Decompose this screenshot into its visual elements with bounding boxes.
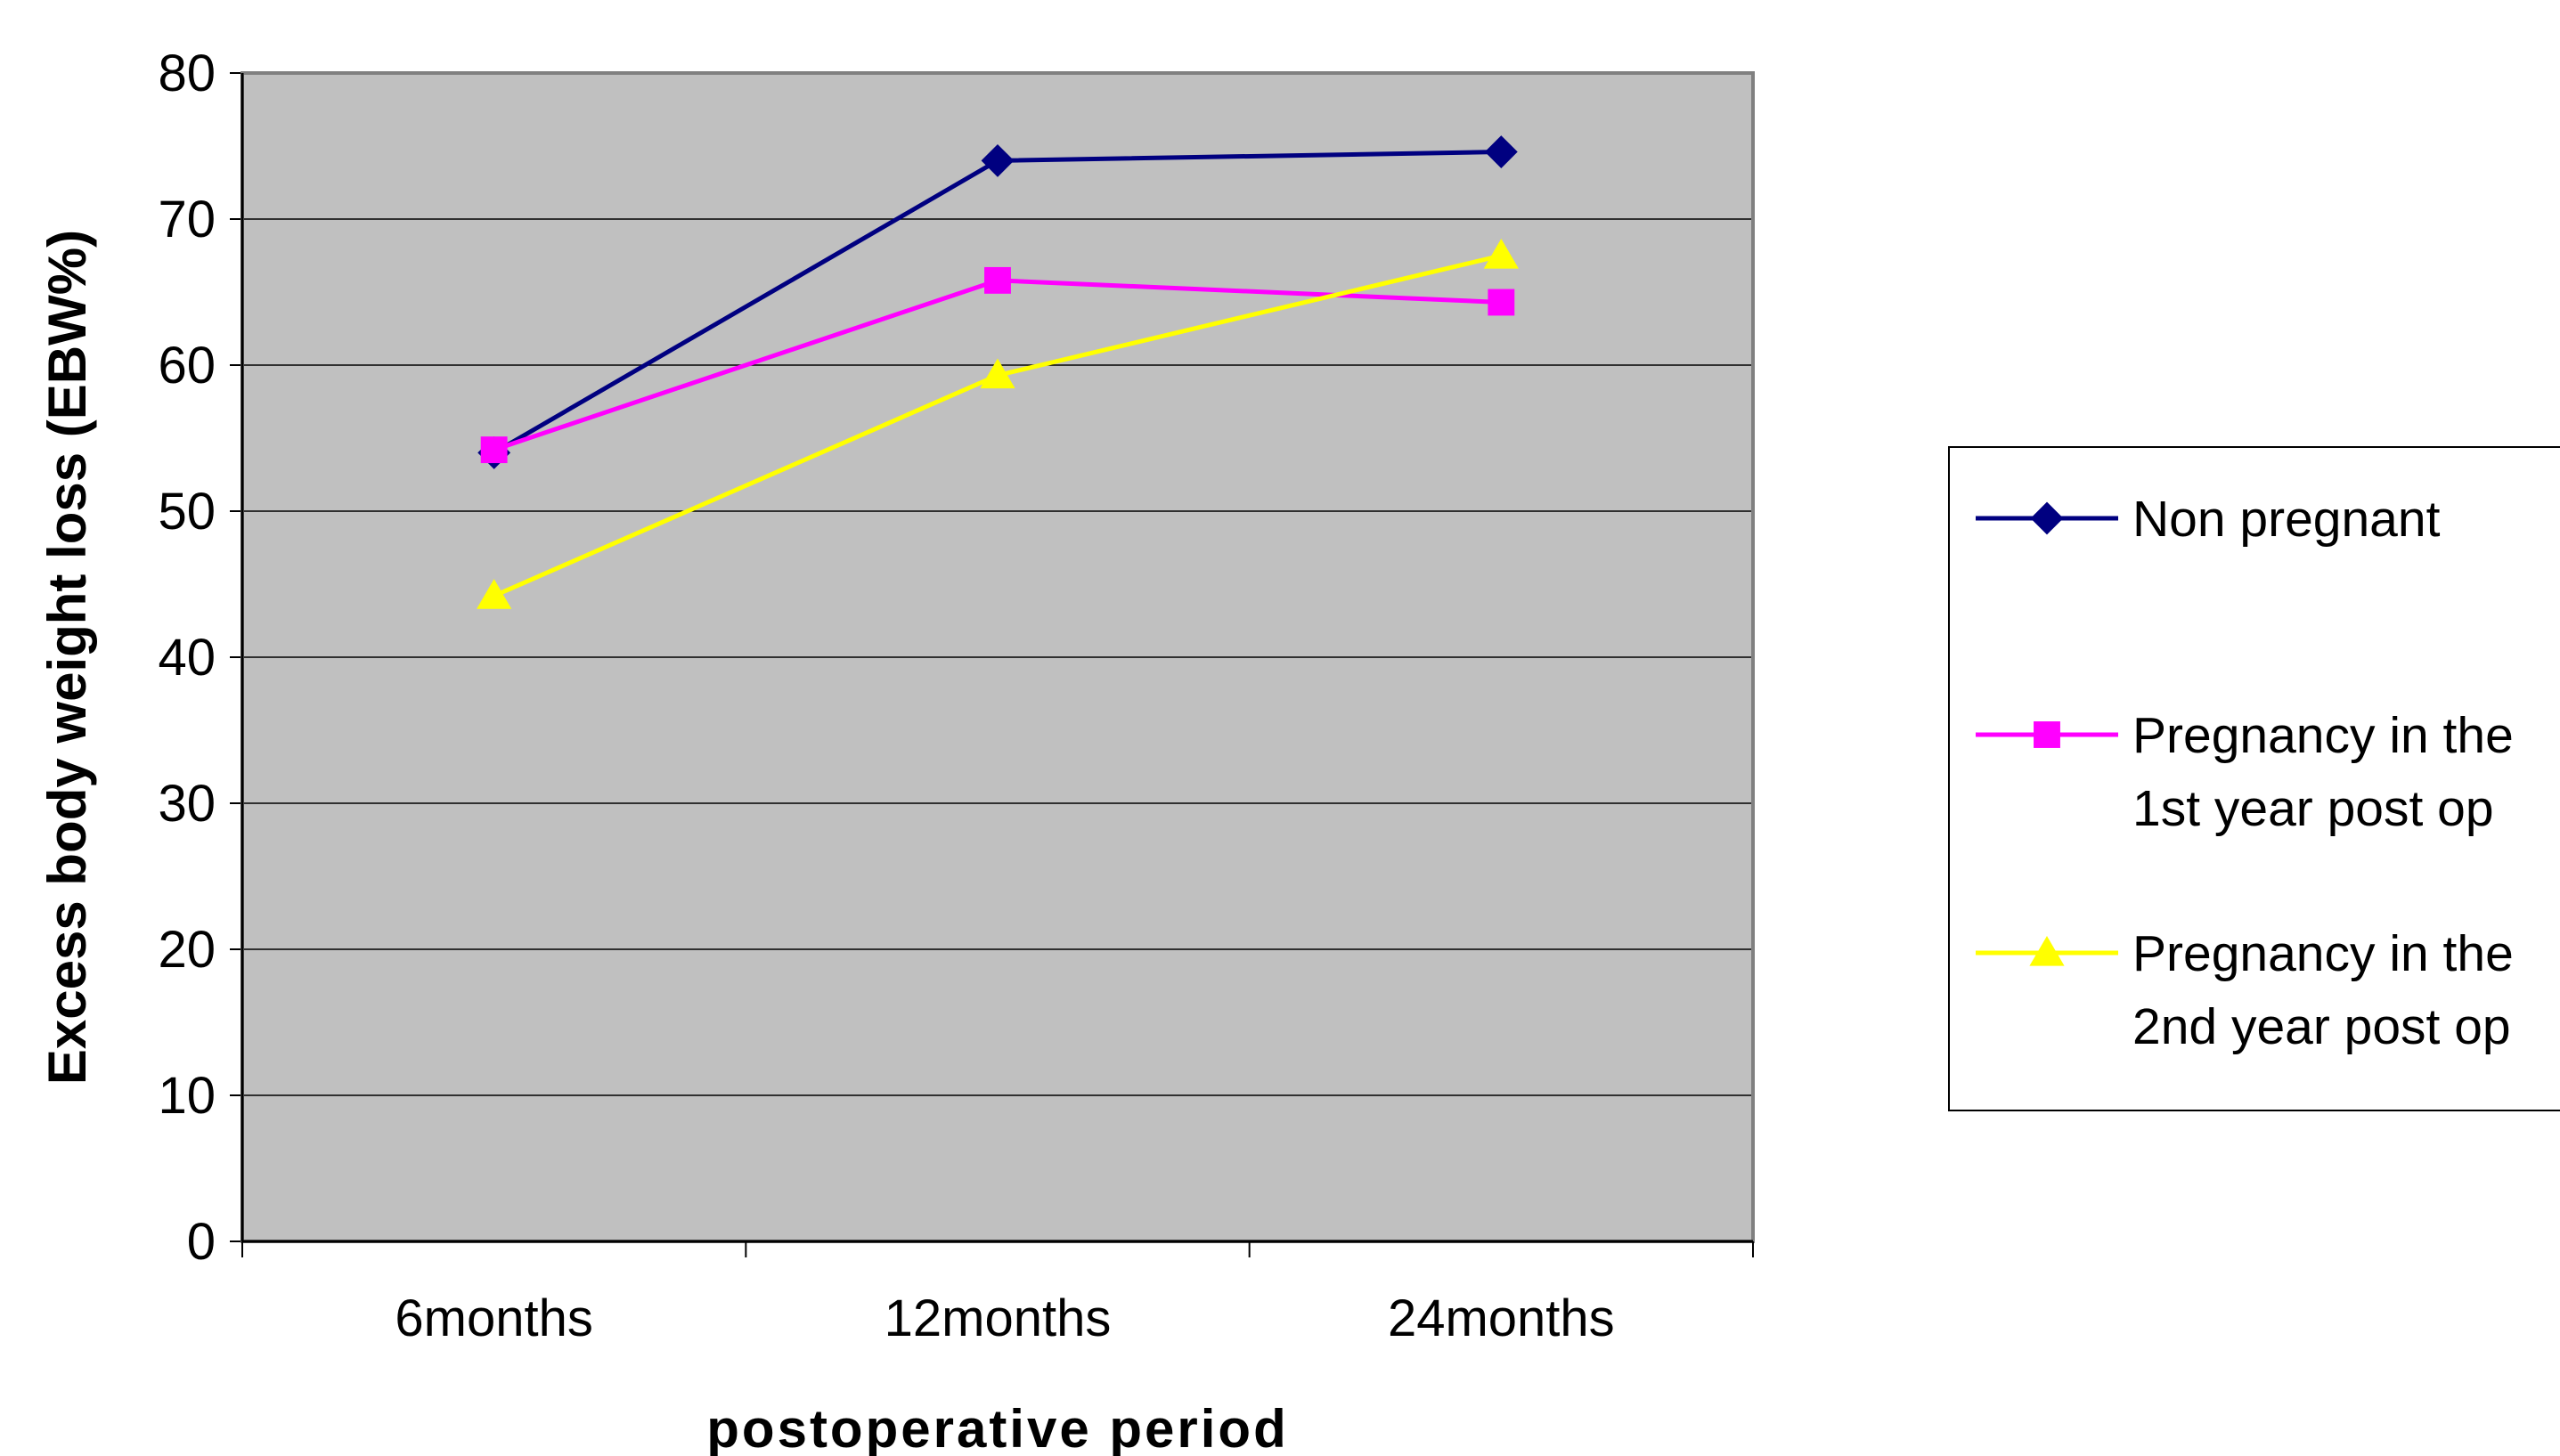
- legend-marker: [2029, 936, 2065, 966]
- data-point: [1483, 239, 1519, 269]
- legend-box: [1948, 446, 2560, 1111]
- y-axis-title: Excess body weight loss (EBW%): [37, 230, 97, 1085]
- data-point: [981, 143, 1015, 177]
- data-point: [477, 579, 512, 609]
- x-tick-label: 6months: [395, 1289, 592, 1347]
- y-tick-label: 0: [187, 1213, 216, 1271]
- x-axis-title: postoperative period: [706, 1399, 1288, 1456]
- legend-label: Pregnancy in the: [2132, 925, 2514, 982]
- legend-label: 1st year post op: [2132, 780, 2494, 837]
- data-point: [980, 358, 1015, 389]
- y-tick-label: 30: [158, 775, 216, 833]
- x-tick-label: 12months: [885, 1289, 1112, 1347]
- data-point: [1484, 135, 1518, 168]
- legend-label: Pregnancy in the: [2132, 707, 2514, 764]
- legend-label: Non pregnant: [2132, 491, 2441, 548]
- y-tick-label: 70: [158, 191, 216, 248]
- legend-marker: [2034, 721, 2060, 748]
- legend-marker: [2030, 501, 2064, 535]
- legend: Non pregnant Pregnancy in the 1st year pos…: [1948, 446, 2560, 1111]
- y-tick-label: 10: [158, 1067, 216, 1125]
- data-point: [1488, 289, 1515, 316]
- x-tick-label: 24months: [1388, 1289, 1615, 1347]
- y-tick-label: 40: [158, 629, 216, 687]
- y-tick-label: 80: [158, 45, 216, 102]
- axes: 0 10 20 30 40 50 60 70 80 6months 12months 24months: [158, 45, 1755, 1347]
- data-point: [984, 266, 1011, 294]
- series-group: [477, 135, 1519, 609]
- y-tick-label: 20: [158, 921, 216, 979]
- data-point: [480, 436, 508, 464]
- legend-label: 2nd year post op: [2132, 998, 2511, 1055]
- y-tick-label: 50: [158, 483, 216, 541]
- y-tick-label: 60: [158, 337, 216, 395]
